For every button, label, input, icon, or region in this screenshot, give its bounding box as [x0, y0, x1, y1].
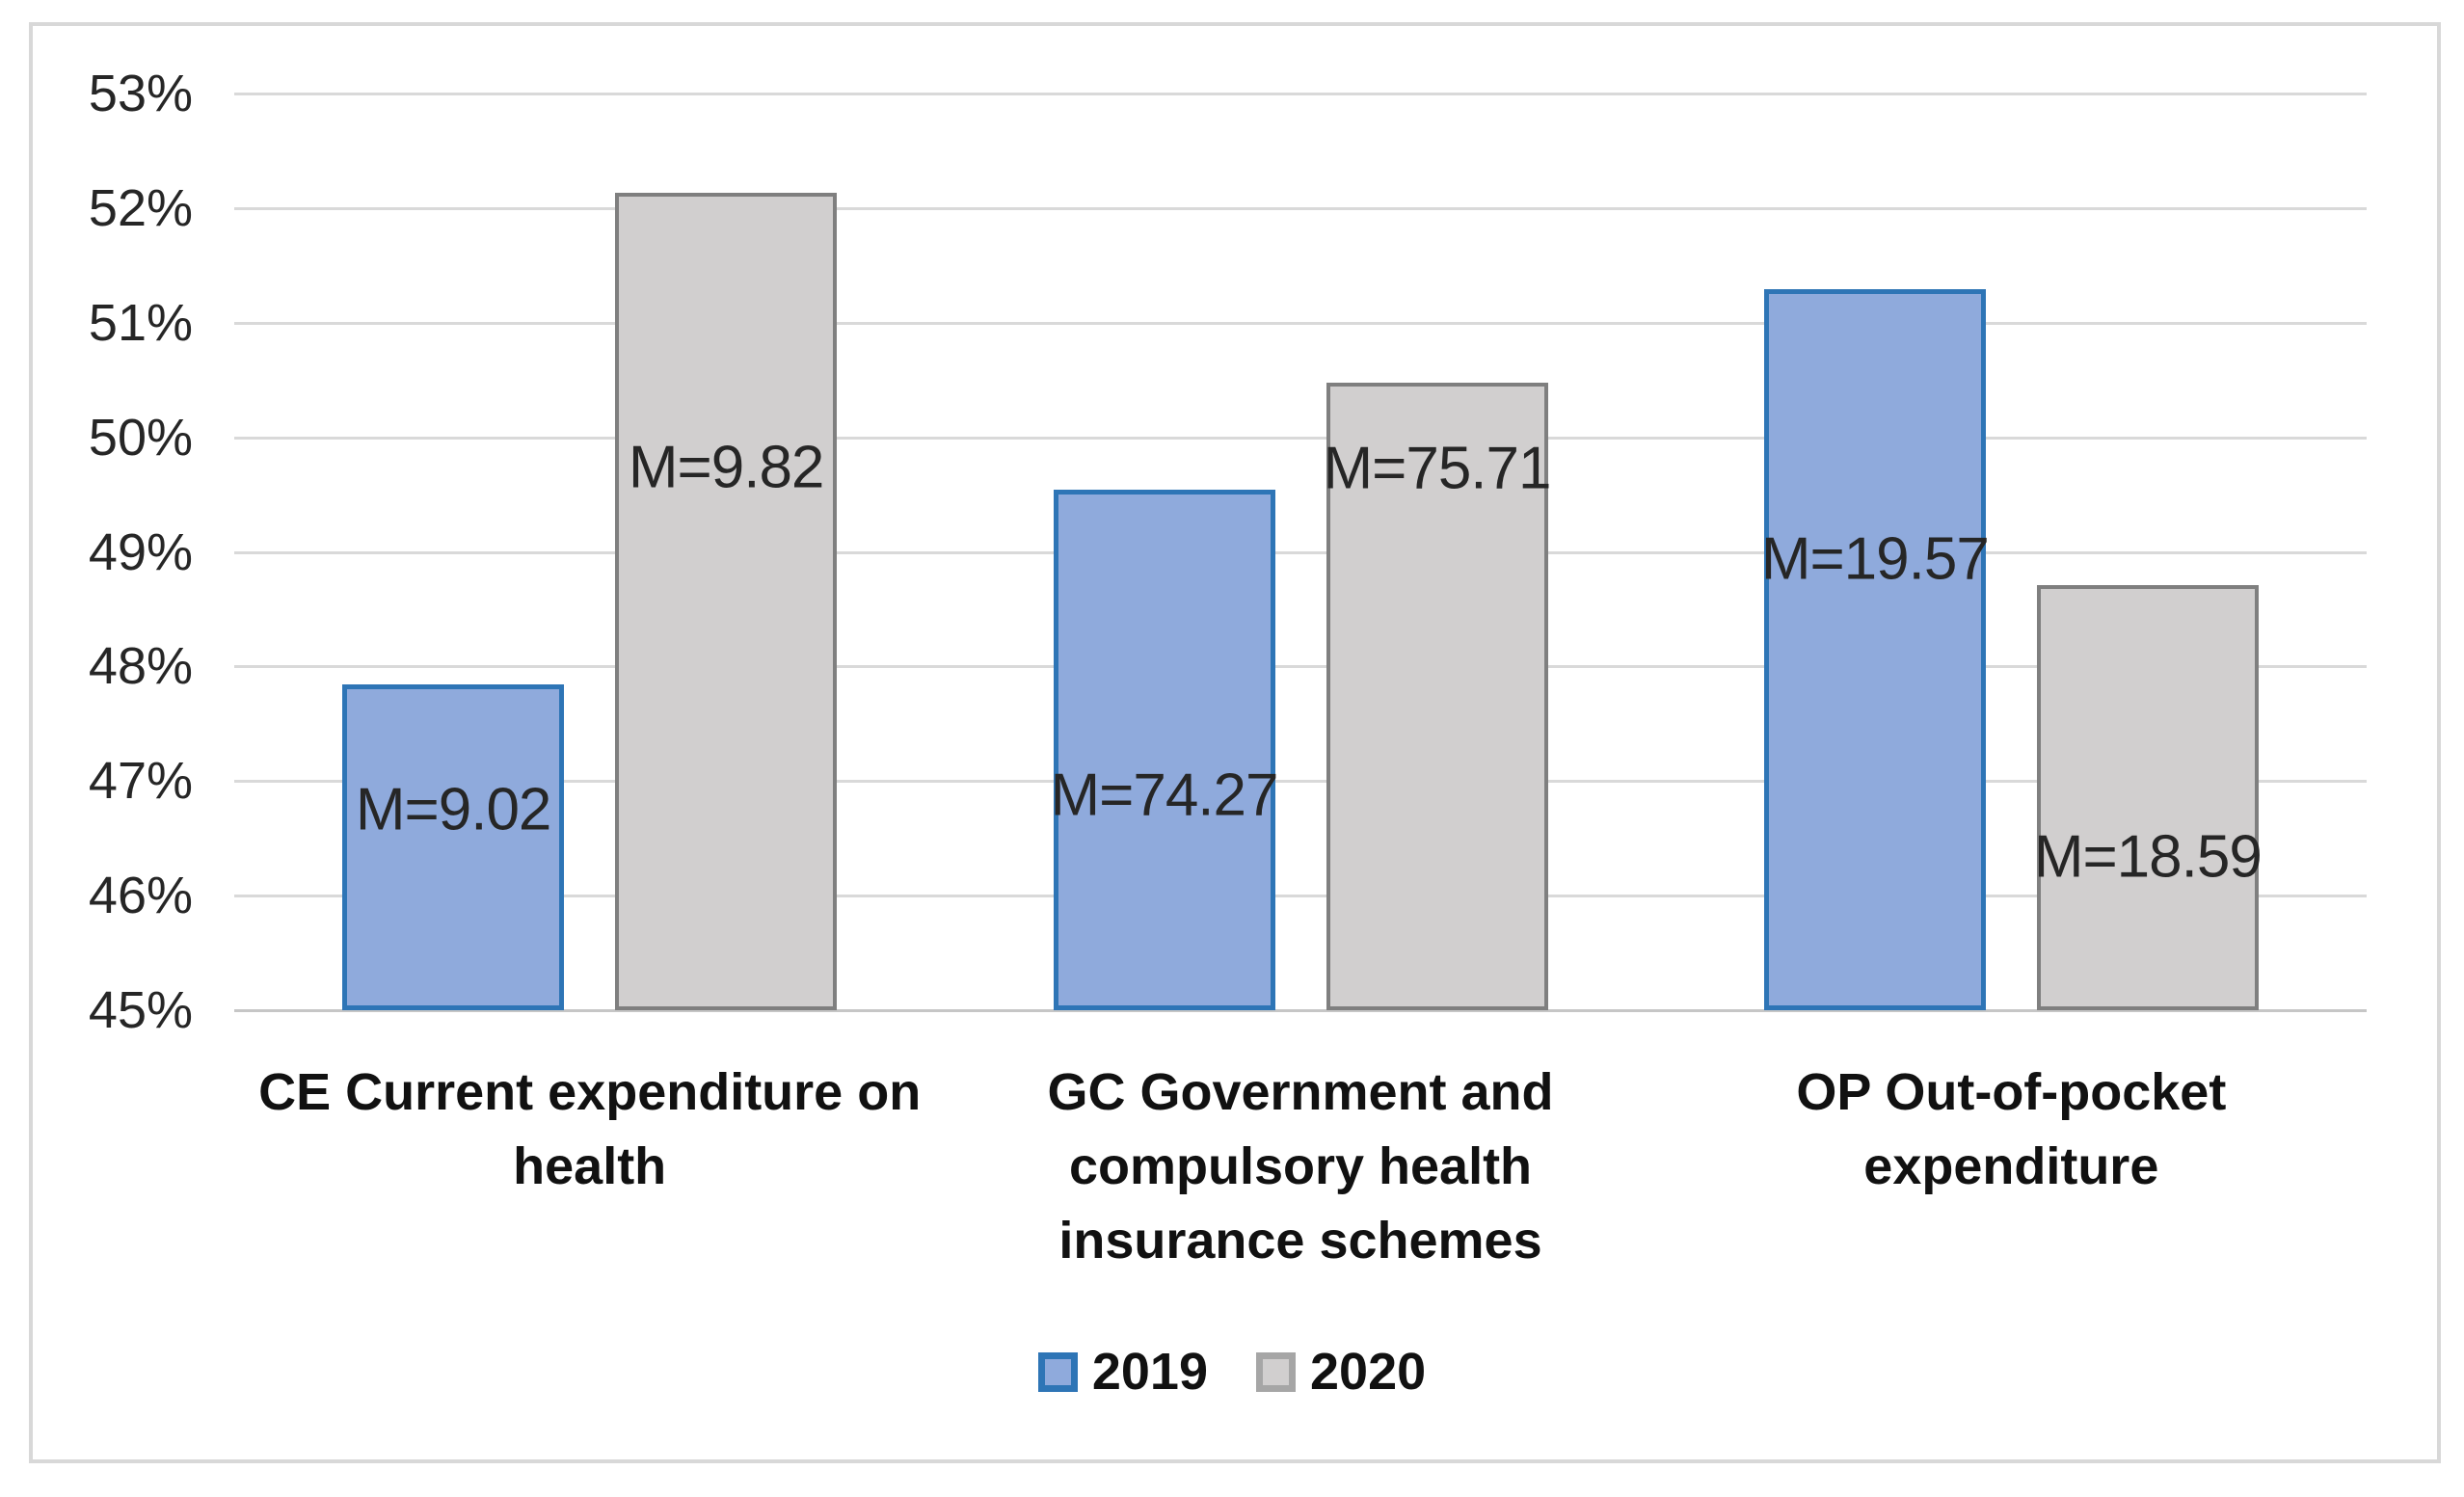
chart-frame [29, 22, 2441, 1463]
legend-label-2019: 2019 [1091, 1343, 1208, 1401]
legend-swatch-2019 [1037, 1351, 1078, 1392]
legend-item-2019: 2019 [1037, 1343, 1208, 1401]
legend-swatch-2020 [1256, 1351, 1296, 1392]
legend-label-2020: 2020 [1310, 1343, 1427, 1401]
legend-item-2020: 2020 [1256, 1346, 1426, 1398]
legend: 2019 2020 [0, 1343, 2464, 1401]
